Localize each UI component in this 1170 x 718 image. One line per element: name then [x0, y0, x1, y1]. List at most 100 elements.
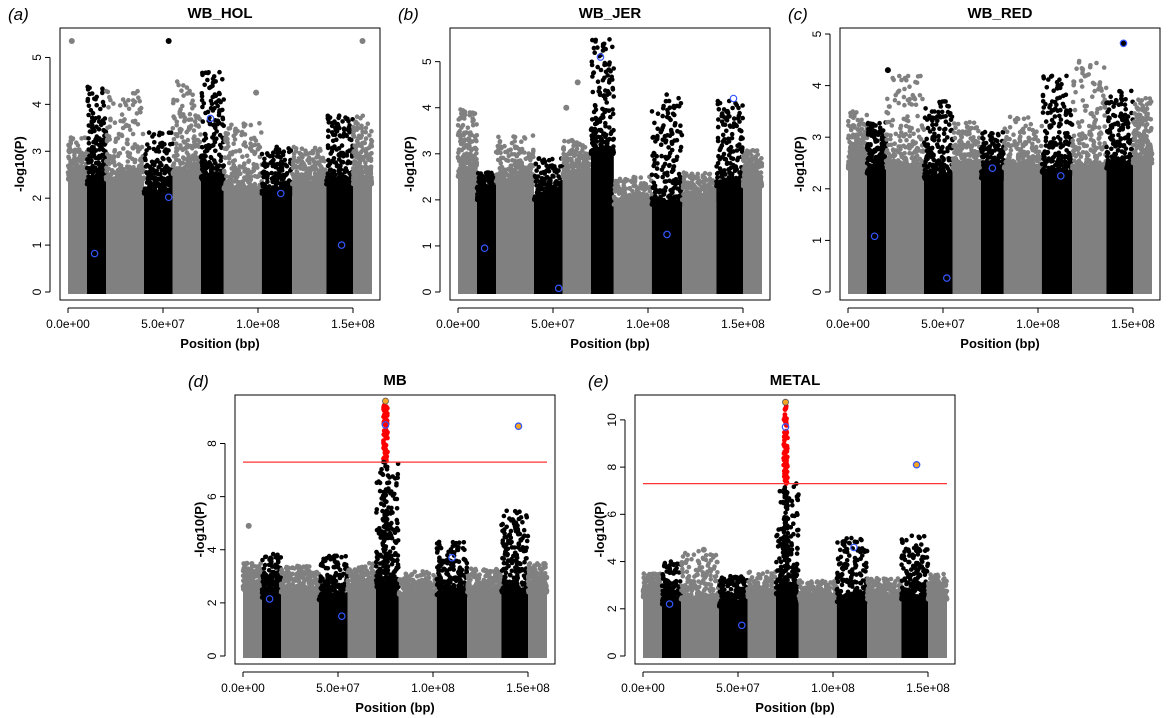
snp-point — [87, 85, 92, 91]
snp-point — [174, 141, 179, 146]
snp-point — [167, 158, 172, 163]
snp-point — [367, 181, 372, 187]
panel-label: (a) — [8, 5, 29, 24]
snp-point — [639, 181, 644, 186]
candidate-snp-ring — [90, 249, 99, 258]
snp-point — [136, 166, 141, 172]
snp-point — [652, 120, 657, 126]
snp-point — [671, 197, 677, 202]
snp-point — [458, 139, 463, 144]
snp-point — [72, 150, 78, 155]
snp-point — [294, 164, 299, 170]
snp-point — [601, 93, 606, 99]
snp-point — [146, 130, 152, 135]
snp-point — [480, 190, 485, 195]
snp-point — [214, 136, 219, 141]
snp-point — [569, 162, 575, 168]
snp-point — [590, 89, 596, 95]
snp-point — [193, 113, 198, 118]
snp-point — [249, 136, 254, 142]
snp-point — [589, 117, 595, 122]
snp-point — [357, 143, 362, 148]
snp-point — [489, 197, 495, 203]
snp-point — [255, 174, 260, 180]
snp-point — [156, 132, 162, 138]
snp-point — [456, 155, 461, 161]
snp-point — [180, 167, 186, 172]
snp-point — [186, 127, 191, 132]
snp-point — [223, 155, 228, 161]
snp-point — [176, 158, 182, 163]
snp-point — [667, 195, 673, 201]
snp-point — [369, 128, 374, 134]
snp-point — [174, 172, 180, 177]
snp-point — [671, 105, 677, 111]
snp-point — [369, 144, 375, 149]
snp-point — [658, 142, 664, 147]
snp-point — [635, 186, 641, 192]
snp-point — [629, 179, 634, 185]
snp-point — [506, 153, 512, 159]
snp-point — [589, 62, 595, 68]
snp-point — [86, 136, 91, 141]
snp-point — [68, 38, 75, 45]
snp-point — [205, 109, 211, 115]
snp-point — [673, 121, 678, 126]
snp-point — [170, 126, 176, 131]
snp-point — [156, 176, 162, 182]
snp-point — [318, 156, 323, 161]
snp-point — [669, 139, 675, 145]
snp-point — [553, 193, 558, 198]
snp-point — [481, 197, 486, 203]
snp-point — [334, 163, 340, 168]
snp-point — [229, 180, 234, 186]
snp-point — [166, 182, 172, 188]
snp-point — [496, 134, 501, 140]
snp-point — [562, 166, 568, 171]
snp-point — [486, 193, 491, 198]
snp-point — [610, 107, 615, 112]
snp-point — [604, 143, 610, 148]
snp-point — [163, 165, 168, 171]
snp-point — [343, 168, 349, 173]
snp-point — [652, 195, 658, 200]
snp-point — [659, 197, 664, 202]
snp-point — [130, 131, 136, 137]
snp-point — [341, 181, 347, 187]
snp-point — [620, 202, 625, 207]
snp-point — [190, 172, 195, 177]
snp-point — [307, 160, 312, 166]
snp-point — [86, 112, 91, 118]
snp-point — [577, 161, 583, 167]
snp-point — [178, 114, 183, 119]
snp-point — [229, 151, 235, 157]
snp-point — [255, 186, 260, 191]
snp-point — [466, 136, 472, 142]
snp-point — [220, 77, 225, 82]
snp-point — [314, 181, 319, 187]
snp-point — [592, 50, 597, 55]
snp-point — [460, 122, 466, 128]
snp-point — [508, 164, 514, 169]
snp-point — [627, 186, 633, 191]
snp-point — [147, 164, 153, 169]
snp-point — [259, 130, 264, 135]
snp-point — [325, 134, 331, 139]
snp-point — [650, 153, 655, 158]
snp-point — [458, 107, 463, 112]
snp-point — [130, 145, 136, 151]
snp-point — [325, 163, 331, 169]
chromosome-band-4 — [534, 199, 563, 294]
snp-point — [291, 151, 297, 157]
snp-point — [304, 169, 309, 175]
snp-point — [606, 62, 612, 67]
snp-point — [677, 188, 683, 194]
snp-point — [593, 39, 598, 44]
snp-point — [279, 165, 285, 170]
snp-point — [610, 111, 616, 117]
snp-point — [676, 95, 681, 101]
chromosome-band-11 — [353, 184, 372, 294]
snp-point — [598, 67, 604, 73]
snp-point — [474, 156, 479, 162]
snp-point — [546, 169, 552, 174]
